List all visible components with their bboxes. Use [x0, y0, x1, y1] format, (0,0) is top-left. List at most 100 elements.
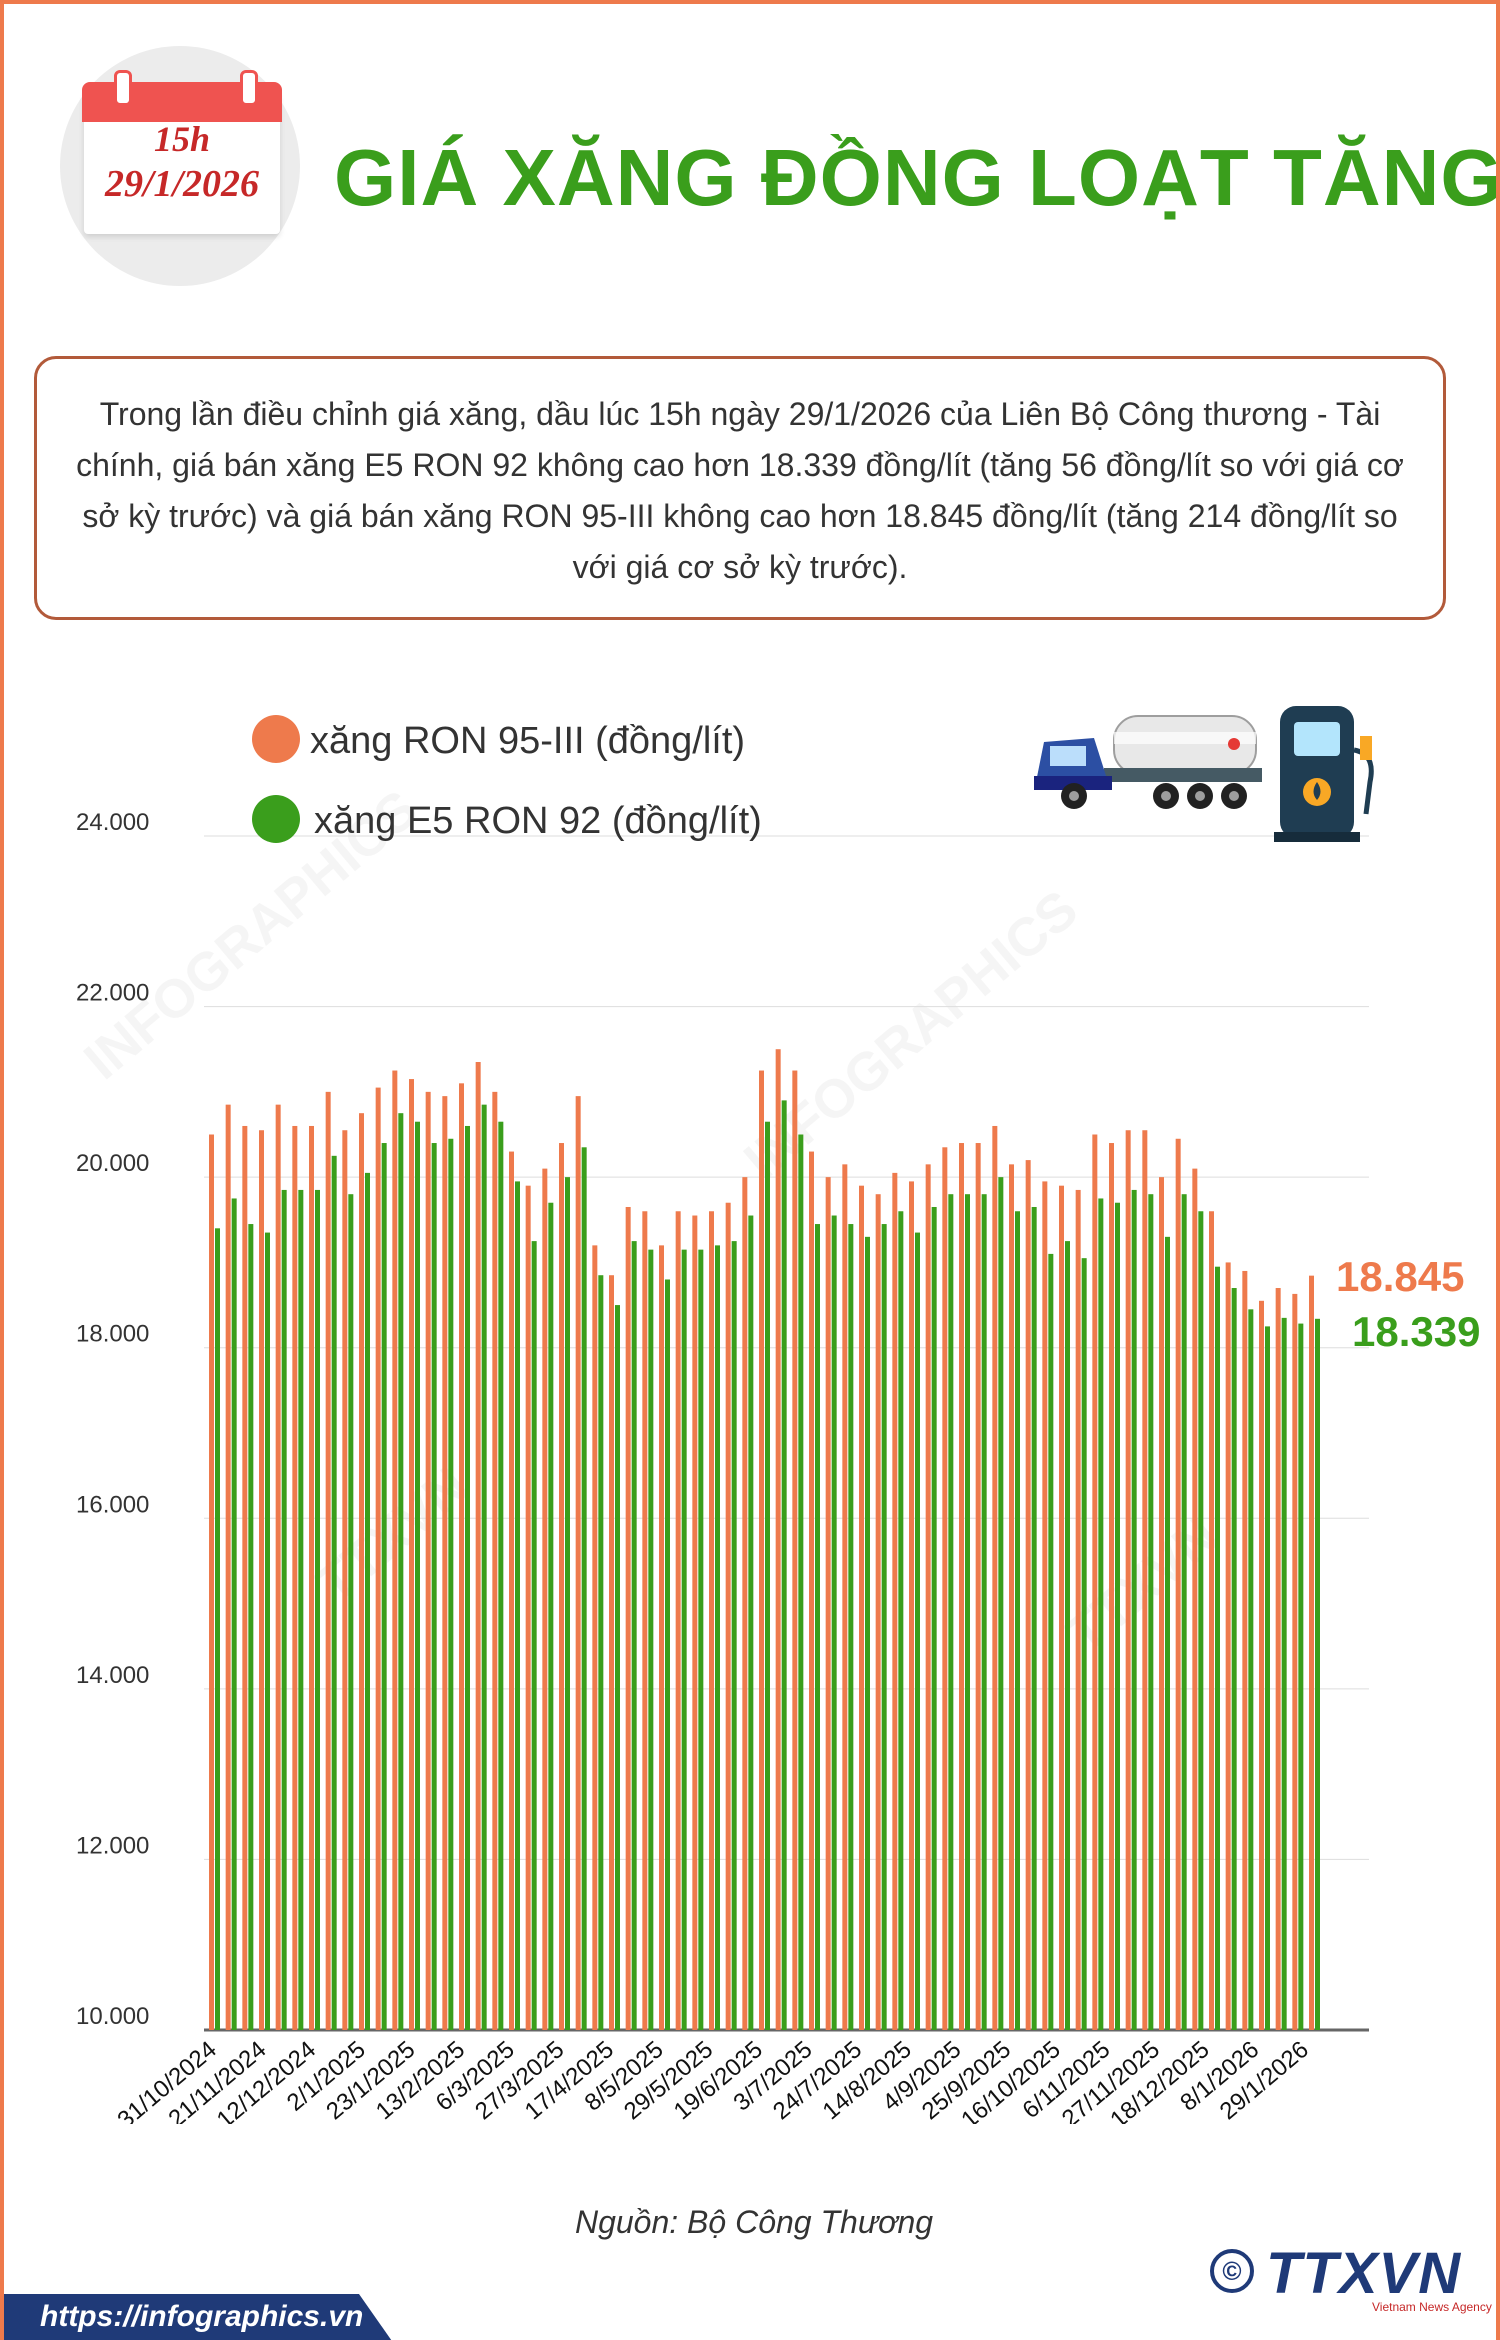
bar-ron95: [992, 1125, 998, 2030]
calendar-date: 29/1/2026: [104, 163, 260, 205]
bar-ron95: [492, 1091, 498, 2030]
bar-ron95: [792, 1070, 798, 2030]
bar-e5: [1015, 1211, 1020, 2030]
source-note: Nguồn: Bộ Công Thương: [574, 2204, 934, 2240]
bar-e5: [1065, 1241, 1070, 2030]
bar-e5: [1231, 1288, 1237, 2030]
bar-ron95: [1192, 1168, 1198, 2030]
bar-ron95: [1125, 1130, 1131, 2030]
bar-ron95: [292, 1125, 298, 2030]
bar-e5: [365, 1172, 370, 2030]
info-box: Trong lần điều chỉnh giá xăng, dầu lúc 1…: [34, 356, 1446, 620]
bar-e5: [915, 1232, 920, 2030]
bar-ron95: [342, 1130, 348, 2030]
bar-ron95: [1225, 1262, 1231, 2030]
bar-ron95: [1059, 1185, 1064, 2030]
bar-ron95: [325, 1091, 331, 2030]
bar-e5: [1115, 1202, 1120, 2030]
bar-ron95: [609, 1275, 614, 2030]
fuel-pump-icon: [1274, 706, 1374, 842]
bar-ron95: [1042, 1181, 1048, 2030]
bar-e5: [648, 1249, 654, 2030]
calendar-ring-icon: [240, 70, 258, 106]
bar-e5: [548, 1202, 554, 2030]
legend-dot-e5: [252, 795, 300, 843]
bar-e5: [1298, 1323, 1304, 2030]
bar-e5: [1265, 1326, 1270, 2030]
bar-e5: [715, 1245, 720, 2030]
bar-ron95: [942, 1147, 948, 2030]
bar-ron95: [959, 1143, 964, 2030]
bar-e5: [448, 1138, 454, 2030]
bar-ron95: [859, 1185, 864, 2030]
bar-ron95: [209, 1134, 214, 2030]
bar-e5: [581, 1147, 587, 2030]
bar-e5: [631, 1241, 637, 2030]
bar-e5: [1165, 1236, 1170, 2030]
bar-e5: [348, 1194, 354, 2030]
bar-ron95: [509, 1151, 514, 2030]
y-tick-label: 24.000: [76, 809, 149, 836]
bar-e5: [781, 1100, 787, 2030]
bar-ron95: [975, 1143, 981, 2030]
footer-band: [4, 2294, 394, 2340]
bar-e5: [1098, 1198, 1104, 2030]
bar-e5: [1131, 1189, 1137, 2030]
price-chart: 10.000 12.000 14.000 16.000 18.000 20.000 22.0…: [76, 706, 1480, 2124]
bar-e5: [465, 1125, 470, 2030]
bar-e5: [981, 1194, 987, 2030]
bar-e5: [265, 1232, 270, 2030]
bar-e5: [231, 1198, 237, 2030]
bar-e5: [398, 1113, 404, 2030]
bar-ron95: [909, 1181, 914, 2030]
bar-e5: [1198, 1211, 1204, 2030]
bar-ron95: [392, 1070, 398, 2030]
bar-ron95: [642, 1211, 648, 2030]
bar-ron95: [425, 1091, 431, 2030]
bar-ron95: [275, 1104, 281, 2030]
bar-ron95: [875, 1194, 881, 2030]
bar-e5: [431, 1143, 437, 2030]
bar-ron95: [892, 1172, 898, 2030]
y-tick-label: 20.000: [76, 1150, 149, 1177]
bar-ron95: [459, 1083, 464, 2030]
bar-ron95: [409, 1079, 414, 2030]
bar-e5: [498, 1121, 504, 2030]
bar-ron95: [742, 1177, 748, 2030]
chart-bars: [209, 1049, 1320, 2030]
bar-ron95: [725, 1202, 731, 2030]
bar-ron95: [675, 1211, 681, 2030]
bar-ron95: [709, 1211, 714, 2030]
bar-e5: [1148, 1194, 1154, 2030]
bar-e5: [1248, 1309, 1254, 2030]
bar-ron95: [525, 1185, 531, 2030]
bar-e5: [1281, 1317, 1287, 2030]
bar-ron95: [442, 1096, 448, 2030]
bar-e5: [765, 1121, 770, 2030]
annotation-e5: 18.339: [1352, 1308, 1480, 1355]
bar-e5: [1031, 1206, 1037, 2030]
bar-e5: [965, 1194, 970, 2030]
bar-e5: [1315, 1318, 1320, 2030]
legend-dot-ron95: [252, 715, 300, 763]
brand-subtitle: Vietnam News Agency: [1372, 2300, 1492, 2314]
bar-ron95: [1242, 1270, 1248, 2030]
bar-ron95: [559, 1143, 564, 2030]
bar-ron95: [542, 1168, 548, 2030]
bar-ron95: [1009, 1164, 1014, 2030]
bar-ron95: [759, 1070, 764, 2030]
footer-url-link[interactable]: https://infographics.vn: [40, 2300, 364, 2333]
bar-ron95: [259, 1130, 264, 2030]
calendar-ring-icon: [114, 70, 132, 106]
bar-ron95: [242, 1125, 248, 2030]
bar-ron95: [1075, 1189, 1081, 2030]
bar-e5: [315, 1189, 320, 2030]
y-tick-label: 12.000: [76, 1832, 149, 1859]
bar-e5: [1215, 1266, 1220, 2030]
bar-e5: [881, 1224, 887, 2030]
y-tick-label: 22.000: [76, 980, 149, 1007]
bar-ron95: [1109, 1143, 1114, 2030]
bar-e5: [831, 1215, 837, 2030]
bar-e5: [798, 1134, 804, 2030]
